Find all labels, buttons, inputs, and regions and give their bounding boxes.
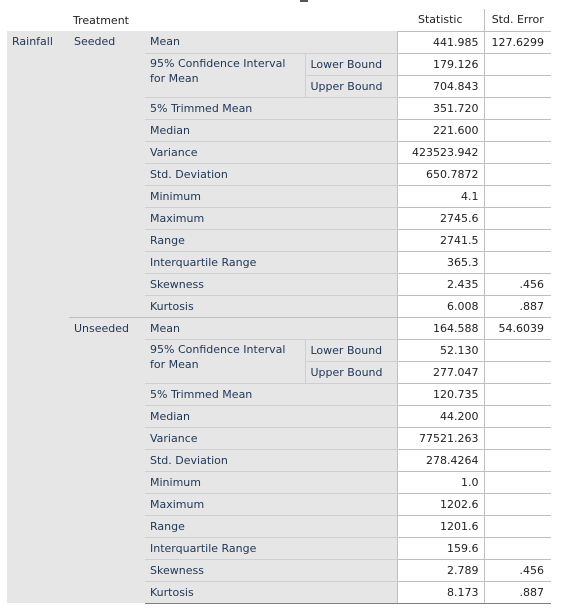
table-row: Minimum 1.0	[7, 471, 551, 494]
stat-value: 44.200	[396, 405, 484, 428]
table-row: Variance 77521.263	[7, 427, 551, 450]
table-row: Upper Bound 704.843	[7, 75, 551, 98]
stat-value: 1202.6	[396, 493, 484, 516]
header-treatment: Treatment	[73, 13, 129, 27]
stat-label: Minimum	[145, 185, 397, 208]
header-statistic: Statistic	[397, 9, 484, 32]
variable-label: Rainfall	[7, 31, 69, 603]
group-label-unseeded: Unseeded	[69, 316, 145, 603]
std-error-value: 54.6039	[483, 317, 551, 340]
table-row: Std. Deviation 650.7872	[7, 163, 551, 186]
stat-value: 351.720	[396, 97, 484, 120]
ci-label: 95% Confidence Interval for Mean	[145, 53, 305, 97]
std-error-value: .887	[483, 295, 551, 318]
stat-label: Range	[145, 515, 397, 538]
stat-label: Median	[145, 119, 397, 142]
table-row: Rainfall Seeded Mean 441.985 127.6299	[7, 31, 551, 603]
table-row: Std. Deviation 278.4264	[7, 449, 551, 472]
upper-bound-label: Upper Bound	[304, 75, 397, 98]
stat-value: 423523.942	[396, 141, 484, 164]
std-error-value: .887	[483, 581, 551, 604]
header-row: Treatment Statistic Std. Error	[7, 9, 551, 32]
stat-value: 179.126	[396, 53, 484, 76]
stat-value: 6.008	[396, 295, 484, 318]
table-row: Median 44.200	[7, 405, 551, 428]
stat-value: 159.6	[396, 537, 484, 560]
table-row: 5% Trimmed Mean 120.735	[7, 382, 551, 406]
stat-value: 2741.5	[396, 229, 484, 252]
stat-value: 277.047	[396, 361, 484, 384]
lower-bound-label: Lower Bound	[304, 339, 397, 362]
top-edge	[0, 0, 581, 3]
stat-label: Variance	[145, 427, 397, 450]
stat-label: Median	[145, 405, 397, 428]
stat-value: 2745.6	[396, 207, 484, 230]
std-error-value: .456	[483, 273, 551, 296]
table-row: Kurtosis 6.008 .887	[7, 295, 551, 318]
stat-label: Skewness	[145, 559, 397, 582]
stat-label: 5% Trimmed Mean	[145, 96, 397, 120]
table-row: Skewness 2.789 .456	[7, 559, 551, 582]
stat-label: Maximum	[145, 207, 397, 230]
stat-value: 441.985	[396, 31, 484, 54]
stat-label: Mean	[145, 31, 397, 54]
stat-label: Kurtosis	[145, 295, 397, 318]
stat-value: 1.0	[396, 471, 484, 494]
stat-label: Maximum	[145, 493, 397, 516]
table-row: Maximum 1202.6	[7, 493, 551, 516]
table-row: Minimum 4.1	[7, 185, 551, 208]
stat-label: Std. Deviation	[145, 449, 397, 472]
table-row: 95% Confidence Interval for Mean Lower B…	[7, 339, 551, 383]
stat-value: 2.789	[396, 559, 484, 582]
upper-bound-label: Upper Bound	[304, 361, 397, 384]
lower-bound-label: Lower Bound	[304, 53, 397, 76]
stat-value: 365.3	[396, 251, 484, 274]
stat-value: 221.600	[396, 119, 484, 142]
stat-label: Variance	[145, 141, 397, 164]
table-row: Range 1201.6	[7, 515, 551, 538]
stat-label: 5% Trimmed Mean	[145, 382, 397, 406]
stat-label: Std. Deviation	[145, 163, 397, 186]
stat-value: 120.735	[396, 383, 484, 406]
stat-value: 650.7872	[396, 163, 484, 186]
stat-value: 4.1	[396, 185, 484, 208]
stat-label: Minimum	[145, 471, 397, 494]
stat-value: 1201.6	[396, 515, 484, 538]
table-row: Unseeded Mean 164.588 54.6039	[7, 316, 551, 603]
table-row: Variance 423523.942	[7, 141, 551, 164]
stat-value: 77521.263	[396, 427, 484, 450]
header-std-error: Std. Error	[483, 9, 551, 32]
std-error-value: 127.6299	[483, 31, 551, 54]
table-row: Kurtosis 8.173 .887	[7, 581, 551, 604]
stat-value: 2.435	[396, 273, 484, 296]
table-row: 95% Confidence Interval for Mean Lower B…	[7, 53, 551, 97]
table-row: Range 2741.5	[7, 229, 551, 252]
group-label-seeded: Seeded	[69, 31, 145, 317]
stat-value: 704.843	[396, 75, 484, 98]
stat-label: Interquartile Range	[145, 251, 397, 274]
std-error-value: .456	[483, 559, 551, 582]
stat-value: 278.4264	[396, 449, 484, 472]
descriptives-table: Treatment Statistic Std. Error Rainfall …	[7, 9, 551, 604]
table-row: Upper Bound 277.047	[7, 361, 551, 384]
table-row: Skewness 2.435 .456	[7, 273, 551, 296]
stat-value: 52.130	[396, 339, 484, 362]
stat-label: Skewness	[145, 273, 397, 296]
stat-label: Mean	[145, 317, 397, 340]
table-row: Interquartile Range 365.3	[7, 251, 551, 274]
table-row: Maximum 2745.6	[7, 207, 551, 230]
stat-label: Interquartile Range	[145, 537, 397, 560]
stat-value: 164.588	[396, 317, 484, 340]
ci-label: 95% Confidence Interval for Mean	[145, 339, 305, 383]
stat-value: 8.173	[396, 581, 484, 604]
title-fragment	[300, 0, 308, 2]
stat-label: Range	[145, 229, 397, 252]
table-row: Median 221.600	[7, 119, 551, 142]
stat-label: Kurtosis	[145, 581, 397, 604]
table-row: 5% Trimmed Mean 351.720	[7, 96, 551, 120]
header-blank	[7, 9, 69, 31]
table-row: Interquartile Range 159.6	[7, 537, 551, 560]
